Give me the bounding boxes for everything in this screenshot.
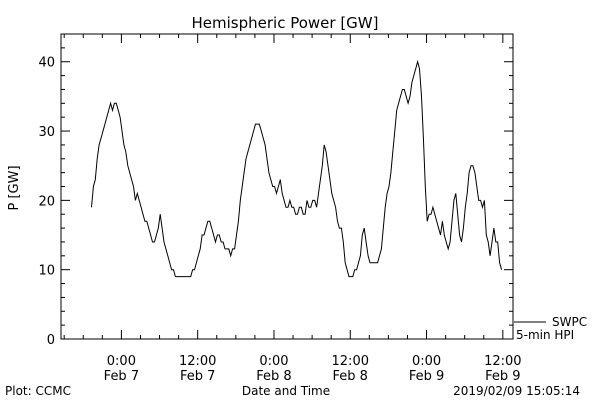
y-axis-label: P [GW] — [7, 165, 22, 210]
x-tick-time-label: 0:00 — [107, 354, 136, 369]
x-axis-label: Date and Time — [242, 384, 330, 398]
y-tick-label: 30 — [38, 125, 55, 140]
x-tick-time-label: 12:00 — [484, 354, 521, 369]
plot-frame — [60, 33, 514, 340]
x-tick-date-label: Feb 7 — [180, 369, 215, 384]
x-tick-time-label: 12:00 — [179, 354, 216, 369]
x-tick-date-label: Feb 9 — [485, 369, 520, 384]
y-tick-label: 0 — [47, 333, 55, 348]
y-tick-label: 10 — [38, 264, 55, 279]
timestamp: 2019/02/09 15:05:14 — [453, 384, 580, 398]
legend-swpc-label: SWPC — [552, 315, 587, 329]
y-tick-label: 40 — [38, 56, 55, 71]
x-tick-date-label: Feb 8 — [333, 369, 368, 384]
x-tick-date-label: Feb 8 — [256, 369, 291, 384]
y-axis: 0 10 20 30 40 — [38, 33, 513, 348]
x-tick-time-label: 0:00 — [259, 354, 288, 369]
x-tick-date-label: Feb 9 — [409, 369, 444, 384]
series-layer — [91, 59, 503, 278]
x-tick-time-label: 12:00 — [332, 354, 369, 369]
series-line-5min-hpi — [91, 59, 503, 278]
y-tick-label: 20 — [38, 194, 55, 209]
x-tick-time-label: 0:00 — [412, 354, 441, 369]
plot-credit: Plot: CCMC — [5, 384, 71, 398]
chart-title: Hemispheric Power [GW] — [192, 14, 379, 32]
x-tick-date-label: Feb 7 — [104, 369, 139, 384]
legend-hpi-label: 5-min HPI — [516, 328, 574, 342]
legend: SWPC 5-min HPI — [514, 315, 587, 342]
